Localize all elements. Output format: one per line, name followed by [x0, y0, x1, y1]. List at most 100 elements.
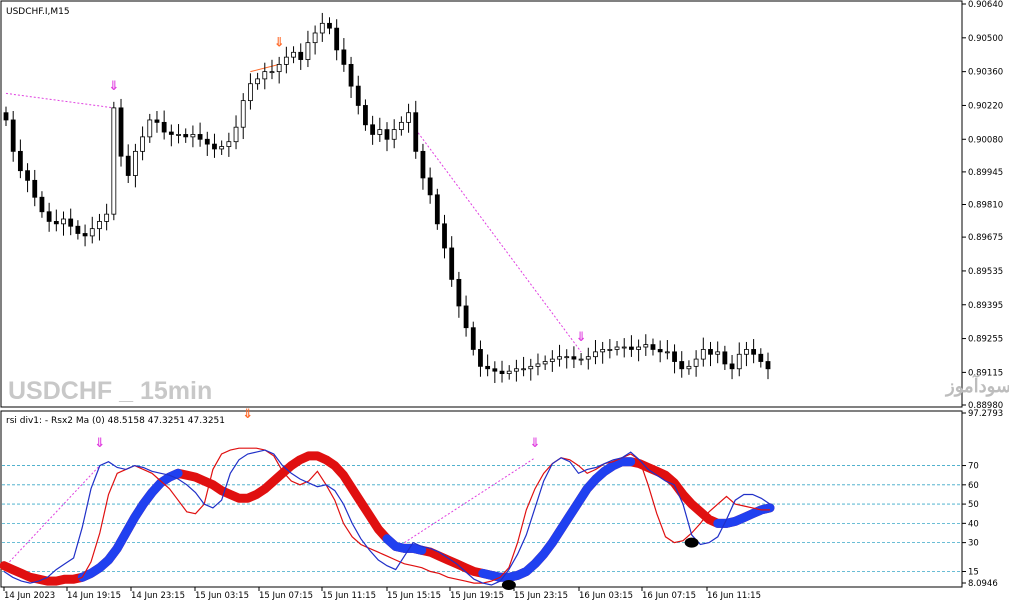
candle-body — [758, 353, 764, 362]
price-axis-label: 0.89535 — [968, 267, 1003, 277]
candle-body — [542, 361, 548, 365]
candle-body — [341, 49, 347, 65]
price-axis-label: 0.90640 — [968, 0, 1003, 10]
candle-body — [233, 126, 239, 143]
candle-body — [370, 124, 376, 135]
candle-body — [722, 351, 728, 365]
indicator-title: rsi div1: - Rsx2 Ma (0) 48.5158 47.3251 … — [6, 416, 225, 426]
candle-body — [125, 155, 131, 176]
signal-arrow: ⇓ — [576, 330, 587, 345]
candle-body — [600, 349, 606, 353]
candle-body — [75, 225, 81, 234]
rsi-ma-line-rising — [478, 457, 636, 582]
candle-body — [614, 346, 620, 350]
price-axis-label: 0.88980 — [968, 401, 1003, 411]
candle-body — [384, 129, 390, 140]
rsi-swing-dot — [684, 537, 699, 548]
candle-body — [521, 368, 526, 371]
rsi-swing-dot — [501, 580, 516, 590]
time-axis-label: 15 Jun 19:15 — [450, 591, 504, 601]
candle-body — [736, 353, 742, 370]
indicator-pane[interactable] — [0, 410, 963, 588]
candle-body — [255, 78, 261, 85]
candle-body — [535, 363, 541, 367]
candle-body — [334, 27, 340, 51]
candle-body — [585, 356, 591, 360]
candle-body — [377, 129, 383, 135]
signal-arrow: ⇓ — [108, 79, 119, 94]
rsi-signal-arrow: ⇓ — [530, 436, 541, 451]
candle-body — [679, 361, 685, 370]
candle-body — [650, 344, 656, 350]
candle-body — [513, 368, 519, 372]
candle-body — [765, 361, 771, 370]
candle-body — [89, 228, 95, 237]
price-axis-label: 0.89810 — [968, 201, 1003, 211]
candle-body — [161, 121, 167, 133]
candle-body — [463, 305, 469, 329]
main-chart-title: USDCHF.I,M15 — [6, 7, 70, 17]
candle-body — [17, 150, 23, 172]
candle-body — [413, 112, 419, 152]
candle-body — [53, 221, 59, 225]
candle-body — [25, 170, 30, 181]
candle-body — [549, 358, 555, 362]
price-pane[interactable] — [0, 0, 963, 408]
candle-body — [276, 63, 282, 73]
candle-body — [291, 51, 296, 58]
candle-body — [197, 134, 203, 140]
indicator-axis-label: 50 — [968, 500, 979, 510]
watermark-symbol: USDCHF _ 15min — [8, 377, 212, 405]
candle-body — [427, 177, 433, 196]
indicator-axis-label: 97.2793 — [968, 409, 1003, 419]
indicator-axis-label: 70 — [968, 462, 979, 472]
signal-arrow: ⇓ — [274, 35, 285, 50]
candle-body — [183, 134, 189, 138]
candle-body — [729, 363, 735, 370]
time-axis-label: 16 Jun 03:15 — [579, 591, 633, 601]
candle-body — [664, 351, 670, 354]
candle-body — [715, 351, 721, 355]
watermark-site: انتشار در سایت سودآموز — [944, 374, 1009, 397]
indicator-axis-label: 15 — [968, 568, 979, 578]
candle-body — [104, 213, 110, 222]
candle-body — [82, 233, 88, 237]
candle-body — [298, 51, 304, 60]
price-axis-label: 0.89255 — [968, 335, 1003, 345]
time-axis-label: 15 Jun 07:15 — [259, 591, 313, 601]
candle-body — [442, 223, 447, 249]
indicator-axis-label: 8.0946 — [968, 579, 998, 589]
rsi-ma-line-rising — [382, 534, 427, 555]
candle-body — [190, 134, 196, 138]
candle-body — [212, 143, 217, 150]
time-axis-label: 16 Jun 07:15 — [642, 591, 696, 601]
candle-body — [406, 112, 411, 123]
price-axis-label: 0.90220 — [968, 101, 1003, 111]
candle-body — [46, 211, 52, 222]
candle-body — [434, 194, 440, 225]
price-axis-label: 0.90080 — [968, 135, 1003, 145]
candle-body — [564, 356, 570, 359]
candle-body — [478, 349, 483, 367]
time-axis-label: 15 Jun 23:15 — [514, 591, 568, 601]
candle-body — [420, 150, 426, 179]
time-axis-label: 16 Jun 11:15 — [707, 591, 761, 601]
candle-body — [621, 346, 627, 349]
candle-body — [578, 358, 584, 361]
candle-body — [319, 22, 325, 34]
candle-body — [708, 349, 713, 355]
time-axis-label: 15 Jun 11:15 — [322, 591, 376, 601]
price-axis-label: 0.89675 — [968, 233, 1003, 243]
rsi-signal-arrow: ⇓ — [242, 407, 253, 422]
candle-body — [636, 346, 642, 350]
candle-body — [118, 107, 124, 157]
candle-body — [204, 138, 210, 145]
candle-body — [506, 370, 512, 374]
candle-body — [398, 121, 404, 131]
candle-body — [3, 112, 9, 121]
candle-body — [499, 370, 505, 374]
time-axis-label: 14 Jun 19:15 — [67, 591, 121, 601]
indicator-axis-label: 30 — [968, 539, 979, 549]
time-axis-label: 15 Jun 03:15 — [195, 591, 249, 601]
